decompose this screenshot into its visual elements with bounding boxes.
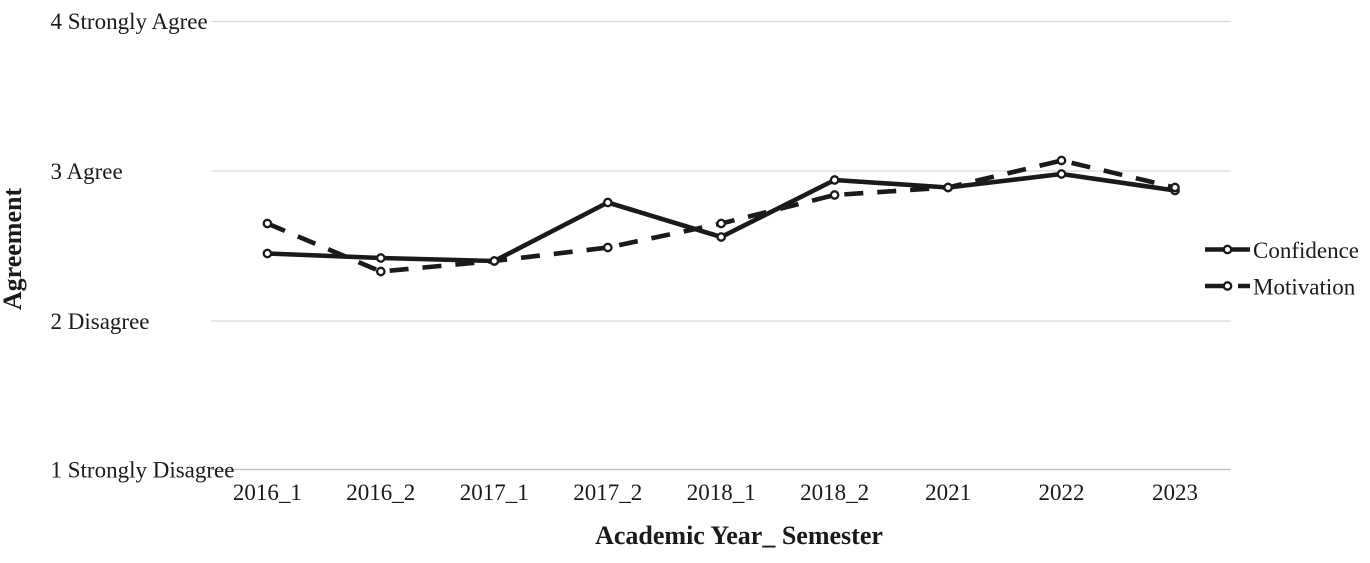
svg-text:2017_2: 2017_2	[573, 480, 642, 505]
svg-text:2017_1: 2017_1	[460, 480, 529, 505]
svg-text:2016_1: 2016_1	[233, 480, 302, 505]
svg-text:2021: 2021	[925, 480, 971, 505]
svg-text:1 Strongly Disagree: 1 Strongly Disagree	[51, 458, 235, 483]
svg-text:2023: 2023	[1152, 480, 1198, 505]
svg-text:2018_2: 2018_2	[800, 480, 869, 505]
svg-text:Academic Year_ Semester: Academic Year_ Semester	[595, 521, 883, 550]
svg-text:2022: 2022	[1039, 480, 1085, 505]
svg-text:2018_1: 2018_1	[687, 480, 756, 505]
svg-text:2 Disagree: 2 Disagree	[51, 309, 150, 334]
svg-text:Motivation: Motivation	[1253, 275, 1356, 300]
svg-text:3 Agree: 3 Agree	[51, 159, 123, 184]
svg-text:4 Strongly Agree: 4 Strongly Agree	[51, 9, 208, 34]
svg-text:2016_2: 2016_2	[346, 480, 415, 505]
svg-text:Agreement: Agreement	[0, 188, 27, 311]
svg-text:Confidence: Confidence	[1253, 238, 1359, 263]
